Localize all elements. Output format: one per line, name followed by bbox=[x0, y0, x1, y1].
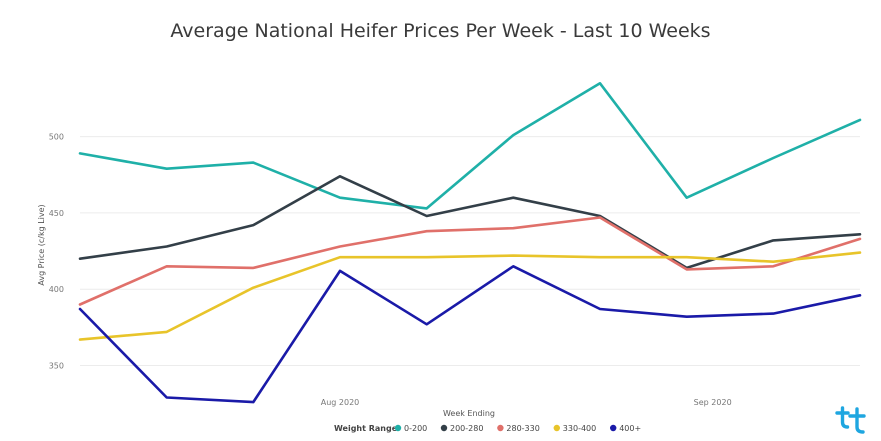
series-lines bbox=[78, 82, 862, 404]
x-tick-label: Sep 2020 bbox=[694, 398, 732, 407]
legend-swatch-330-400 bbox=[553, 424, 560, 432]
legend-label-330-400: 330-400 bbox=[563, 424, 596, 433]
chart-title: Average National Heifer Prices Per Week … bbox=[170, 20, 711, 42]
series-line-400+ bbox=[78, 264, 862, 404]
y-axis-title: Avg Price (c/kg Live) bbox=[37, 204, 46, 285]
x-tick-label: Aug 2020 bbox=[321, 398, 360, 407]
legend-label-400+: 400+ bbox=[619, 424, 641, 433]
legend-swatch-200-280 bbox=[440, 424, 448, 432]
grid-lines bbox=[80, 136, 860, 366]
series-line-330-400 bbox=[78, 251, 862, 341]
y-tick-label: 450 bbox=[49, 209, 64, 218]
y-axis-ticks: 350 400 450 500 bbox=[49, 133, 64, 371]
legend-label-200-280: 200-280 bbox=[450, 424, 483, 433]
legend-swatch-0-200 bbox=[394, 424, 402, 432]
series-line-200-280 bbox=[78, 175, 862, 270]
legend-swatch-400+ bbox=[610, 424, 617, 432]
legend: Weight Range 0-200 200-280 280-330 330-400 40… bbox=[334, 424, 641, 433]
y-tick-label: 400 bbox=[49, 285, 64, 294]
series-line-0-200 bbox=[78, 82, 862, 210]
tt-brand-logo-icon bbox=[835, 406, 866, 434]
x-axis-ticks: Aug 2020 Sep 2020 bbox=[321, 398, 732, 407]
x-axis-title: Week Ending bbox=[443, 409, 495, 418]
y-tick-label: 350 bbox=[49, 361, 64, 370]
y-tick-label: 500 bbox=[49, 133, 64, 142]
legend-title: Weight Range bbox=[334, 424, 398, 433]
legend-swatch-280-330 bbox=[497, 424, 504, 432]
legend-label-0-200: 0-200 bbox=[404, 424, 427, 433]
legend-label-280-330: 280-330 bbox=[506, 424, 539, 433]
series-line-280-330 bbox=[78, 216, 862, 306]
